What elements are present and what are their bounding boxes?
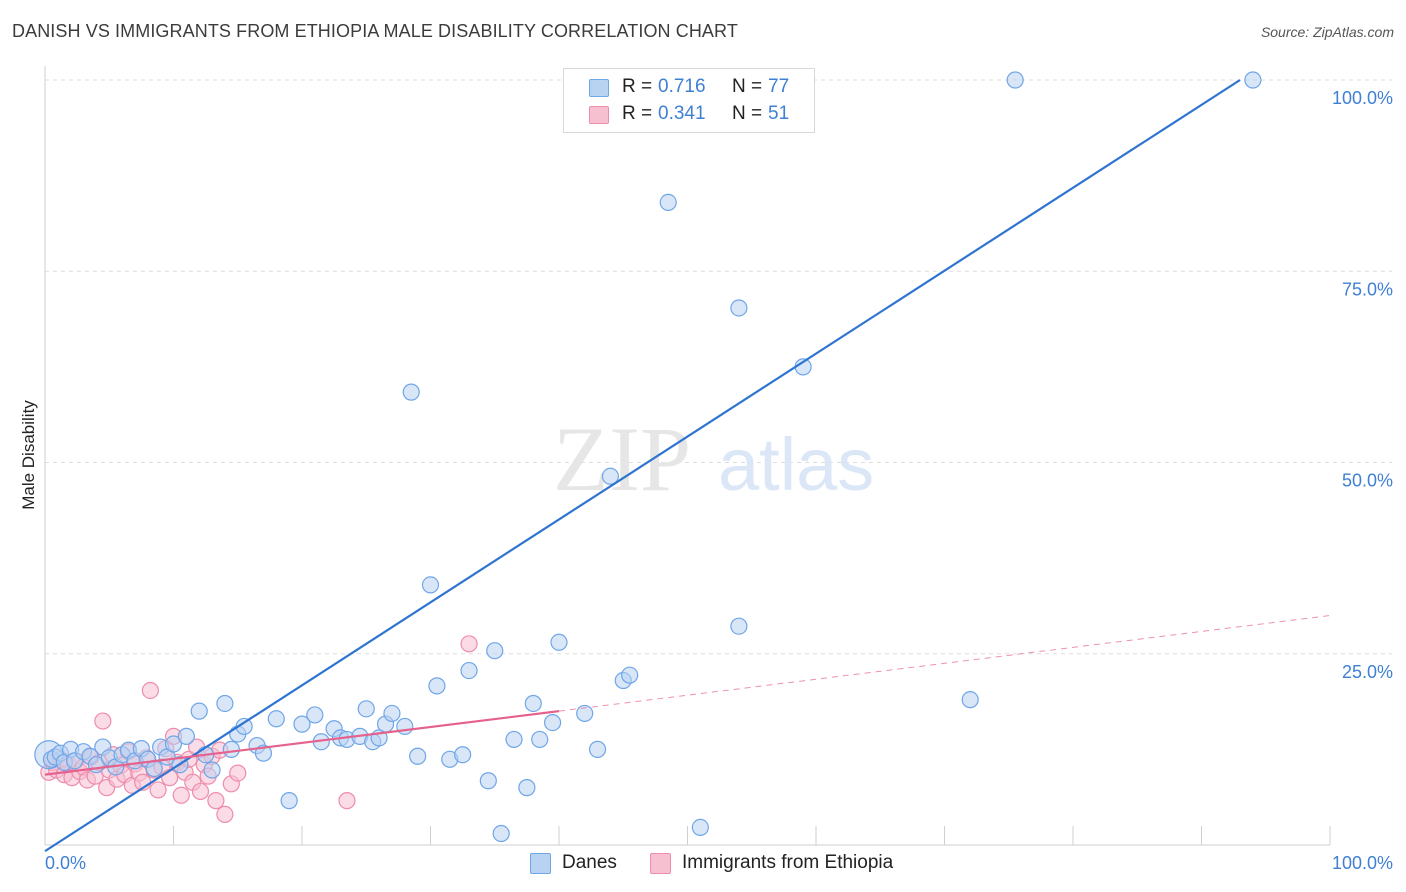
danes-point <box>601 467 620 485</box>
chart-title: DANISH VS IMMIGRANTS FROM ETHIOPIA MALE … <box>12 21 738 41</box>
danes-point <box>428 677 446 695</box>
danes-point <box>421 576 440 594</box>
danes-point <box>203 761 221 779</box>
danes-point <box>505 730 523 749</box>
trend-line-ethiopia-extension <box>558 615 1331 712</box>
danes-point <box>730 299 748 317</box>
ethiopia-point <box>149 781 167 799</box>
legend-swatch-ethiopia <box>589 106 609 124</box>
y-axis-label: Male Disability <box>19 400 38 510</box>
danes-point <box>621 666 639 684</box>
legend-n-label: N = <box>732 103 763 124</box>
watermark: ZIP atlas <box>553 408 874 510</box>
danes-point <box>190 702 208 720</box>
danes-point <box>961 691 979 709</box>
danes-point <box>216 694 234 713</box>
legend-r-label: R = <box>622 76 653 97</box>
y-axis-title: Male Disability <box>19 400 38 510</box>
legend-n-value: 51 <box>768 103 790 124</box>
ethiopia-point <box>141 681 159 700</box>
correlation-legend: R = 0.716 N = 77 R = 0.341 N = 51 <box>563 68 815 133</box>
y-tick-label: 75.0% <box>1342 279 1393 299</box>
x-tick-label: 100.0% <box>1332 853 1393 873</box>
danes-point <box>531 730 549 749</box>
danes-point <box>518 779 536 797</box>
danes-point <box>306 706 324 724</box>
ethiopia-point <box>460 635 478 653</box>
danes-point <box>576 704 594 723</box>
danes-point <box>396 717 414 736</box>
y-tick-label: 100.0% <box>1332 88 1393 108</box>
danes-point <box>357 700 375 718</box>
danes-point <box>164 735 183 753</box>
ethiopia-point <box>229 764 247 782</box>
watermark-zip: ZIP <box>553 408 691 510</box>
ethiopia-point <box>161 769 179 787</box>
gridlines <box>45 79 1392 655</box>
legend-r-label: R = <box>622 103 653 124</box>
y-tick-labels: 25.0% 50.0% 75.0% 100.0% <box>1332 88 1393 682</box>
legend-r-value: 0.716 <box>658 76 706 97</box>
trend-lines <box>44 79 1331 853</box>
y-tick-label: 50.0% <box>1342 471 1393 491</box>
x-axis <box>44 66 1331 846</box>
legend-row-ethiopia: R = 0.341 N = 51 <box>564 100 814 130</box>
danes-point <box>222 740 240 758</box>
danes-point <box>550 633 568 651</box>
danes-point <box>730 617 748 635</box>
danes-point <box>383 704 401 723</box>
trend-line-ethiopia <box>44 710 560 776</box>
source-credit: Source: ZipAtlas.com <box>1260 24 1394 40</box>
legend-swatch-danes <box>530 853 551 874</box>
ethiopia-point <box>191 782 210 801</box>
danes-point <box>402 383 420 401</box>
danes-point <box>235 717 253 736</box>
danes-point <box>486 642 504 660</box>
danes-point <box>588 740 607 758</box>
trend-line-danes <box>44 79 1241 853</box>
legend-label-danes: Danes <box>562 852 617 873</box>
danes-point <box>492 824 510 843</box>
danes-point <box>659 193 677 211</box>
danes-point <box>454 746 472 764</box>
danes-point <box>1006 71 1024 89</box>
danes-point <box>280 792 298 810</box>
danes-point <box>479 772 497 790</box>
legend-r-value: 0.341 <box>658 103 706 124</box>
ethiopia-point <box>172 786 190 804</box>
danes-point <box>267 710 285 728</box>
legend-n-label: N = <box>732 76 763 97</box>
danes-point <box>177 727 195 745</box>
watermark-atlas: atlas <box>718 423 874 506</box>
danes-point <box>543 713 562 732</box>
danes-point <box>524 694 542 713</box>
legend-swatch-ethiopia <box>650 853 671 874</box>
legend-row-danes: R = 0.716 N = 77 <box>564 73 814 103</box>
legend-n-value: 77 <box>768 76 790 97</box>
x-tick-label: 0.0% <box>45 853 86 873</box>
ethiopia-point <box>338 792 356 810</box>
danes-point <box>691 818 709 837</box>
x-tick-labels: 0.0% 100.0% <box>45 853 1393 873</box>
ethiopia-point <box>94 712 112 730</box>
danes-point <box>460 661 478 680</box>
legend-label-ethiopia: Immigrants from Ethiopia <box>682 852 894 873</box>
legend-swatch-danes <box>589 79 609 97</box>
ethiopia-point <box>207 792 225 810</box>
ethiopia-point <box>216 805 234 824</box>
y-tick-label: 25.0% <box>1342 662 1393 682</box>
danes-point <box>1244 71 1262 89</box>
danes-point <box>409 747 427 765</box>
danes-point <box>293 715 311 733</box>
